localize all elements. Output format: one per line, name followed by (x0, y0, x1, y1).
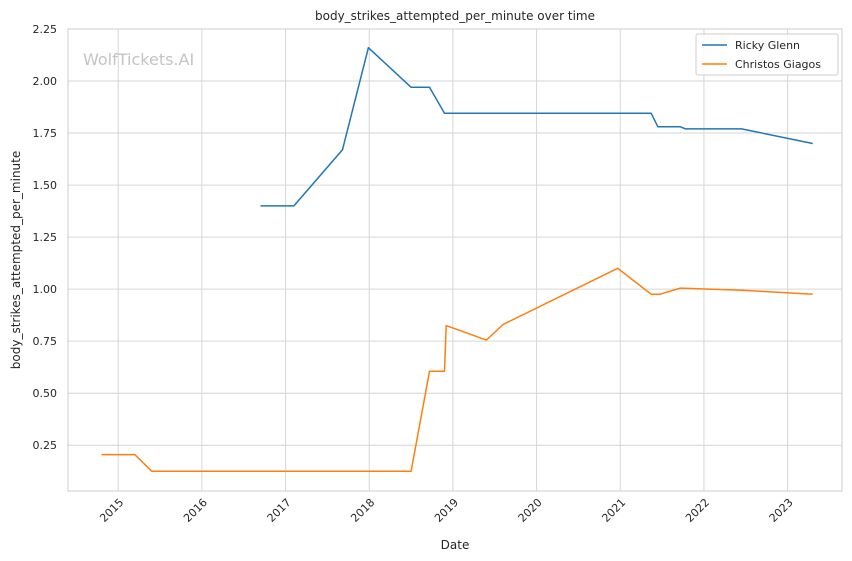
y-tick-label: 0.75 (33, 335, 58, 348)
y-tick-label: 0.25 (33, 439, 58, 452)
y-tick-label: 1.25 (33, 231, 58, 244)
series-line-christos-giagos (101, 267, 813, 472)
watermark: WolfTickets.AI (83, 50, 194, 69)
x-tick-label: 2017 (265, 496, 294, 525)
y-tick-label: 1.50 (33, 179, 58, 192)
series-layer (101, 46, 813, 472)
x-tick-label: 2016 (181, 496, 210, 525)
legend-label-ricky-glenn: Ricky Glenn (735, 39, 800, 52)
plot-frame (67, 28, 843, 492)
y-tick-labels: 0.25 0.50 0.75 1.00 1.25 1.50 1.75 2.00 2.25 (33, 23, 58, 452)
y-tick-label: 1.00 (33, 283, 58, 296)
x-tick-label: 2018 (348, 496, 377, 525)
x-tick-label: 2023 (767, 496, 796, 525)
x-tick-label: 2022 (683, 496, 712, 525)
legend-box (695, 33, 839, 76)
y-tick-label: 1.75 (33, 127, 58, 140)
legend-label-christos-giagos: Christos Giagos (735, 58, 821, 71)
x-axis-label: Date (441, 538, 470, 552)
x-tick-label: 2021 (599, 496, 628, 525)
grid (68, 28, 842, 491)
legend: Ricky Glenn Christos Giagos (695, 33, 839, 76)
chart-title: body_strikes_attempted_per_minute over t… (315, 9, 595, 23)
x-tick-label: 2020 (516, 496, 545, 525)
series-line-ricky-glenn (260, 46, 813, 207)
y-axis-label: body_strikes_attempted_per_minute (9, 151, 23, 369)
y-tick-label: 0.50 (33, 387, 58, 400)
y-tick-label: 2.00 (33, 75, 58, 88)
x-tick-label: 2015 (97, 496, 126, 525)
y-tick-label: 2.25 (33, 23, 58, 36)
x-tick-labels: 2015 2016 2017 2018 2019 2020 2021 2022 2023 (97, 496, 795, 525)
x-tick-label: 2019 (432, 496, 461, 525)
